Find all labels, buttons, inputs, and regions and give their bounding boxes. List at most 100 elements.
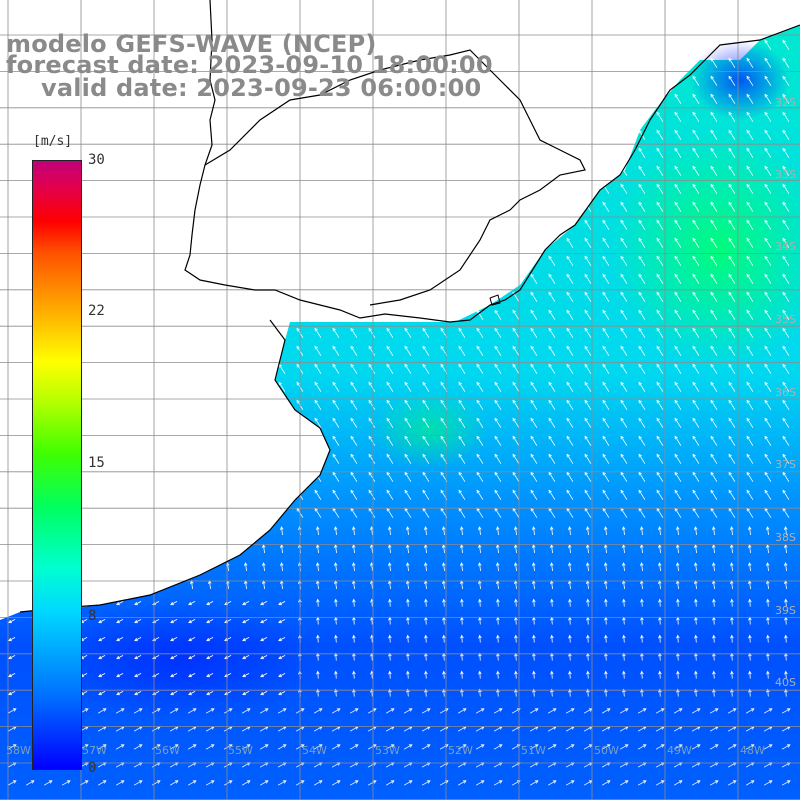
wind-arrow	[389, 580, 391, 590]
wind-arrow	[728, 328, 736, 338]
wind-arrow	[656, 130, 664, 140]
wind-arrow	[749, 544, 751, 554]
wind-arrow-head	[656, 363, 660, 368]
lon-label: 58W	[6, 744, 31, 757]
wind-arrow-head	[642, 708, 647, 712]
wind-arrow-head	[638, 219, 642, 224]
wind-arrow	[187, 726, 197, 732]
wind-arrow-head	[332, 471, 336, 476]
colorbar	[32, 160, 82, 770]
wind-arrow-head	[674, 453, 678, 458]
wind-arrow-head	[656, 129, 660, 134]
wind-arrow-head	[730, 688, 734, 693]
wind-arrow-head	[676, 688, 680, 693]
wind-arrow	[548, 364, 556, 374]
wind-arrow-head	[566, 327, 570, 332]
wind-arrow	[224, 601, 232, 605]
wind-arrow	[710, 364, 718, 374]
wind-arrow	[728, 94, 736, 104]
wind-arrow	[259, 726, 269, 732]
wind-arrow-head	[728, 399, 732, 404]
wind-arrow	[187, 762, 197, 768]
wind-arrow	[620, 400, 628, 410]
wind-arrow	[656, 184, 664, 194]
wind-arrow	[728, 112, 736, 122]
wind-arrow-head	[620, 237, 624, 242]
wind-arrow-head	[658, 562, 662, 567]
wind-arrow-head	[638, 183, 642, 188]
wind-arrow-head	[586, 598, 590, 603]
wind-arrow	[623, 544, 625, 554]
wind-arrow	[313, 780, 323, 786]
wind-arrow	[188, 601, 196, 605]
wind-arrow-head	[730, 526, 734, 531]
wind-arrow-head	[710, 291, 714, 296]
wind-arrow	[476, 418, 484, 428]
wind-arrow-head	[512, 435, 516, 440]
wind-arrow-head	[782, 147, 786, 152]
wind-arrow	[764, 274, 772, 284]
wind-arrow-head	[620, 255, 624, 260]
wind-arrow-head	[98, 673, 102, 678]
wind-arrow	[281, 526, 283, 536]
wind-arrow	[764, 94, 772, 104]
wind-arrow	[512, 508, 520, 518]
wind-arrow	[368, 490, 376, 500]
lon-label: 57W	[82, 744, 107, 757]
wind-arrow-head	[766, 634, 770, 639]
wind-arrow	[515, 635, 517, 643]
wind-arrow-head	[746, 435, 750, 440]
wind-arrow	[206, 619, 214, 623]
wind-arrow	[587, 653, 589, 661]
lat-label: 34S	[775, 240, 796, 253]
wind-arrow	[497, 544, 499, 554]
wind-arrow	[116, 673, 124, 677]
wind-arrow-head	[764, 399, 768, 404]
wind-arrow	[134, 637, 142, 641]
wind-arrow	[404, 382, 412, 392]
wind-arrow	[458, 418, 466, 428]
wind-arrow-head	[296, 489, 300, 494]
wind-arrow	[277, 780, 287, 786]
wind-arrow-head	[404, 453, 408, 458]
wind-arrow	[659, 653, 661, 661]
wind-arrow	[533, 689, 535, 697]
wind-arrow-head	[260, 691, 264, 696]
wind-arrow	[566, 274, 574, 284]
wind-arrow	[620, 328, 628, 338]
wind-arrow	[782, 184, 790, 194]
wind-arrow	[335, 526, 337, 536]
wind-arrow	[781, 708, 791, 714]
wind-arrow	[656, 148, 664, 158]
wind-arrow	[443, 599, 445, 607]
wind-arrow-head	[404, 471, 408, 476]
wind-arrow	[674, 256, 682, 266]
wind-arrow-head	[674, 237, 678, 242]
wind-arrow	[533, 671, 535, 679]
title-model: modelo GEFS-WAVE (NCEP)	[6, 30, 377, 58]
wind-arrow	[530, 436, 538, 446]
wind-arrow	[569, 635, 571, 643]
wind-arrow	[515, 617, 517, 625]
wind-arrow-head	[746, 291, 750, 296]
wind-arrow-head	[764, 327, 768, 332]
wind-arrow	[731, 562, 733, 572]
wind-arrow-head	[552, 780, 557, 784]
wind-arrow-head	[712, 526, 716, 531]
wind-arrow-head	[692, 165, 696, 170]
wind-arrow	[785, 635, 787, 643]
wind-arrow	[533, 617, 535, 625]
wind-arrow	[7, 726, 17, 732]
wind-arrow	[476, 400, 484, 410]
wind-arrow-head	[750, 708, 755, 712]
wind-arrow	[353, 617, 355, 625]
wind-arrow-head	[514, 688, 518, 693]
wind-arrow-head	[388, 670, 392, 675]
wind-arrow-head	[678, 780, 683, 784]
wind-arrow-head	[656, 309, 660, 314]
wind-arrow-head	[390, 708, 395, 712]
wind-arrow	[656, 364, 664, 374]
wind-arrow-head	[316, 634, 320, 639]
wind-arrow	[422, 328, 430, 338]
wind-arrow	[728, 166, 736, 176]
